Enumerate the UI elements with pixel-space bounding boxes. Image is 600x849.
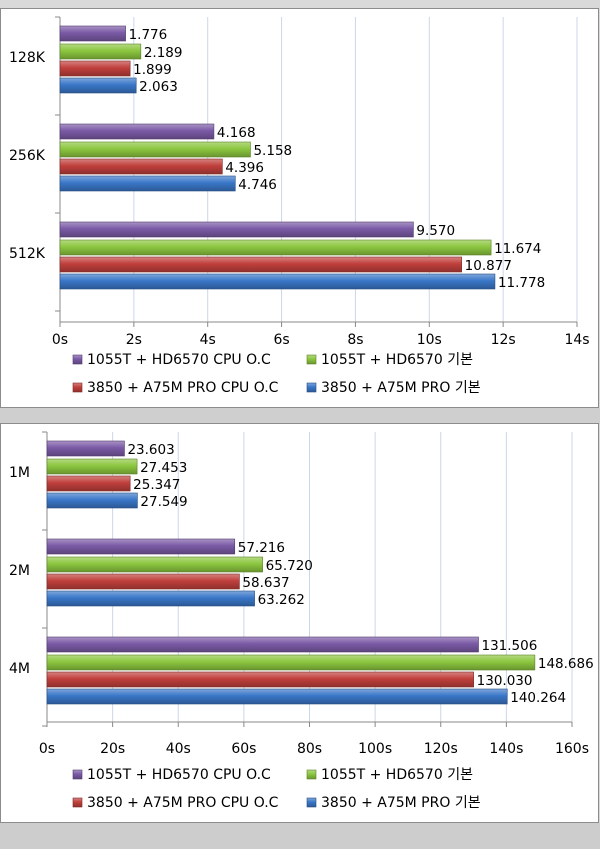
legend-label: 3850 + A75M PRO CPU O.C	[87, 380, 279, 396]
bar	[59, 221, 414, 238]
data-label: 63.262	[258, 592, 305, 608]
data-label: 23.603	[127, 442, 174, 458]
legend-label: 1055T + HD6570 CPU O.C	[87, 767, 271, 783]
bar	[46, 636, 479, 653]
background-strip-bottom	[0, 823, 600, 849]
data-label: 2.189	[144, 45, 183, 61]
category-label: 4M	[9, 661, 30, 677]
x-tick-label: 0s	[39, 741, 55, 757]
chart-panel-large-blocks: 0s 20s 40s 60s 80s 100s 120s 140s 160s 1M 23.603 27…	[0, 423, 599, 823]
bar	[46, 556, 263, 573]
legend-swatch	[72, 354, 83, 365]
x-tick-label: 140s	[489, 741, 523, 757]
bar	[59, 239, 492, 256]
legend-swatch	[306, 797, 317, 808]
x-tick-label: 160s	[555, 741, 589, 757]
chart-panel-small-blocks: 0s 2s 4s 6s 8s 10s 12s 14s 128K 1.776 2.189 1.899 2.…	[0, 8, 599, 408]
data-label: 1.776	[129, 27, 168, 43]
bar	[59, 43, 142, 60]
bar	[46, 590, 255, 607]
bar	[59, 158, 223, 175]
bar	[46, 688, 508, 705]
data-label: 148.686	[538, 656, 594, 672]
bar	[46, 440, 125, 457]
data-label: 9.570	[416, 223, 455, 239]
legend-swatch	[72, 797, 83, 808]
bar	[46, 538, 236, 555]
legend-swatch	[306, 354, 317, 365]
data-label: 57.216	[238, 540, 285, 556]
category-label: 512K	[9, 246, 46, 262]
category-label: 1M	[9, 465, 30, 481]
data-label: 131.506	[482, 638, 538, 654]
data-label: 4.746	[238, 177, 277, 193]
bar	[59, 60, 131, 77]
data-label: 27.453	[140, 460, 187, 476]
bar	[59, 175, 236, 192]
bar	[46, 671, 474, 688]
bar	[59, 25, 126, 42]
legend-label: 1055T + HD6570 기본	[321, 352, 473, 368]
data-label: 4.396	[225, 160, 264, 176]
x-tick-label: 12s	[491, 332, 516, 348]
category-label: 2M	[9, 563, 30, 579]
x-tick-label: 8s	[347, 332, 363, 348]
category-label: 256K	[9, 148, 46, 164]
x-tick-label: 40s	[166, 741, 191, 757]
bar	[59, 273, 496, 290]
legend-label: 1055T + HD6570 기본	[321, 767, 473, 783]
x-tick-label: 2s	[126, 332, 142, 348]
legend-swatch	[306, 769, 317, 780]
x-tick-label: 20s	[100, 741, 125, 757]
bar-chart-small-blocks: 0s 2s 4s 6s 8s 10s 12s 14s 128K 1.776 2.1891.8992.…	[9, 16, 590, 396]
bar	[46, 475, 131, 492]
bar	[46, 458, 138, 475]
x-tick-label: 10s	[417, 332, 442, 348]
x-tick-label: 6s	[273, 332, 289, 348]
data-label: 11.674	[494, 241, 541, 257]
legend-swatch	[306, 382, 317, 393]
x-tick-label: 4s	[200, 332, 216, 348]
data-label: 4.168	[217, 125, 256, 141]
x-tick-label: 60s	[231, 741, 256, 757]
data-label: 27.549	[140, 494, 187, 510]
x-tick-label: 120s	[424, 741, 458, 757]
bar	[59, 141, 251, 158]
x-tick-label: 14s	[564, 332, 589, 348]
bar	[59, 123, 215, 140]
background-strip-middle	[0, 408, 600, 424]
bar	[59, 77, 137, 94]
x-tick-label: 0s	[52, 332, 68, 348]
legend-swatch	[72, 769, 83, 780]
data-label: 2.063	[139, 79, 178, 95]
legend-label: 3850 + A75M PRO 기본	[321, 795, 481, 811]
data-label: 10.877	[465, 258, 512, 274]
data-label: 130.030	[477, 673, 533, 689]
legend-label: 3850 + A75M PRO 기본	[321, 380, 481, 396]
bar	[59, 256, 462, 273]
data-label: 1.899	[133, 62, 172, 78]
data-label: 5.158	[253, 143, 292, 159]
x-tick-label: 80s	[297, 741, 322, 757]
legend-label: 3850 + A75M PRO CPU O.C	[87, 795, 279, 811]
legend-swatch	[72, 382, 83, 393]
bar	[46, 492, 138, 509]
category-label: 128K	[9, 50, 46, 66]
data-label: 11.778	[498, 275, 545, 291]
bar	[46, 654, 536, 671]
data-label: 25.347	[133, 477, 180, 493]
x-tick-label: 100s	[358, 741, 392, 757]
data-label: 58.637	[242, 575, 289, 591]
legend-label: 1055T + HD6570 CPU O.C	[87, 352, 271, 368]
bar	[46, 573, 240, 590]
data-label: 140.264	[510, 690, 566, 706]
bar-chart-large-blocks: 0s 20s 40s 60s 80s 100s 120s 140s 160s 1M 23.603 27…	[9, 431, 594, 811]
data-label: 65.720	[266, 558, 313, 574]
